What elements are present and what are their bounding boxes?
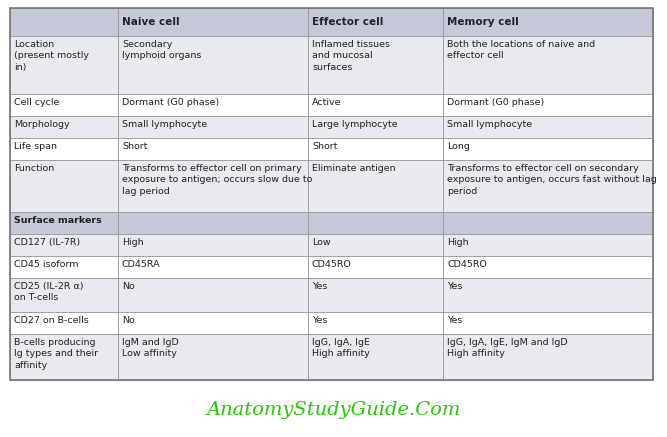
Text: Naive cell: Naive cell bbox=[122, 17, 179, 27]
Bar bbox=[10, 94, 118, 116]
Bar bbox=[308, 94, 443, 116]
Bar bbox=[10, 116, 118, 138]
Bar bbox=[118, 212, 308, 234]
Text: Small lymphocyte: Small lymphocyte bbox=[447, 120, 532, 129]
Bar bbox=[443, 278, 653, 312]
Text: Low: Low bbox=[312, 238, 331, 247]
Text: CD27 on B-cells: CD27 on B-cells bbox=[14, 316, 89, 325]
Bar bbox=[10, 312, 118, 334]
Text: CD45 isoform: CD45 isoform bbox=[14, 260, 79, 269]
Bar bbox=[308, 36, 443, 94]
Text: Memory cell: Memory cell bbox=[447, 17, 519, 27]
Text: Active: Active bbox=[312, 98, 342, 107]
Bar bbox=[443, 116, 653, 138]
Text: Yes: Yes bbox=[312, 316, 327, 325]
Text: CD25 (IL-2R α)
on T-cells: CD25 (IL-2R α) on T-cells bbox=[14, 282, 83, 302]
Bar bbox=[10, 278, 118, 312]
Bar bbox=[308, 8, 443, 36]
Bar bbox=[118, 8, 308, 36]
Bar bbox=[443, 138, 653, 160]
Text: Location
(present mostly
in): Location (present mostly in) bbox=[14, 40, 89, 72]
Bar bbox=[308, 278, 443, 312]
Bar bbox=[443, 234, 653, 256]
Text: CD127 (IL-7R): CD127 (IL-7R) bbox=[14, 238, 80, 247]
Bar bbox=[308, 212, 443, 234]
Text: CD45RO: CD45RO bbox=[447, 260, 487, 269]
Text: Transforms to effector cell on secondary
exposure to antigen, occurs fast withou: Transforms to effector cell on secondary… bbox=[447, 164, 657, 196]
Bar bbox=[10, 138, 118, 160]
Text: Transforms to effector cell on primary
exposure to antigen; occurs slow due to
l: Transforms to effector cell on primary e… bbox=[122, 164, 312, 196]
Bar bbox=[308, 334, 443, 380]
Bar bbox=[118, 138, 308, 160]
Bar bbox=[10, 234, 118, 256]
Text: Effector cell: Effector cell bbox=[312, 17, 384, 27]
Text: Dormant (G0 phase): Dormant (G0 phase) bbox=[447, 98, 544, 107]
Text: No: No bbox=[122, 282, 135, 291]
Text: Yes: Yes bbox=[447, 282, 462, 291]
Bar bbox=[10, 212, 118, 234]
Bar bbox=[308, 312, 443, 334]
Text: Function: Function bbox=[14, 164, 54, 173]
Bar bbox=[118, 312, 308, 334]
Text: CD45RO: CD45RO bbox=[312, 260, 352, 269]
Text: Eliminate antigen: Eliminate antigen bbox=[312, 164, 396, 173]
Text: Small lymphocyte: Small lymphocyte bbox=[122, 120, 207, 129]
Text: No: No bbox=[122, 316, 135, 325]
Bar bbox=[443, 36, 653, 94]
Bar bbox=[10, 160, 118, 212]
Text: Life span: Life span bbox=[14, 142, 57, 151]
Text: Long: Long bbox=[447, 142, 470, 151]
Bar bbox=[118, 94, 308, 116]
Bar bbox=[118, 36, 308, 94]
Bar bbox=[308, 160, 443, 212]
Bar bbox=[443, 94, 653, 116]
Bar bbox=[308, 234, 443, 256]
Bar bbox=[443, 256, 653, 278]
Bar bbox=[10, 8, 653, 380]
Bar bbox=[308, 138, 443, 160]
Bar bbox=[443, 160, 653, 212]
Text: High: High bbox=[122, 238, 143, 247]
Bar bbox=[10, 36, 118, 94]
Bar bbox=[443, 8, 653, 36]
Bar bbox=[118, 116, 308, 138]
Text: Both the locations of naive and
effector cell: Both the locations of naive and effector… bbox=[447, 40, 595, 60]
Text: IgM and IgD
Low affinity: IgM and IgD Low affinity bbox=[122, 338, 179, 358]
Text: Inflamed tissues
and mucosal
surfaces: Inflamed tissues and mucosal surfaces bbox=[312, 40, 390, 72]
Bar bbox=[10, 256, 118, 278]
Text: Short: Short bbox=[122, 142, 147, 151]
Text: Cell cycle: Cell cycle bbox=[14, 98, 59, 107]
Text: AnatomyStudyGuide.Com: AnatomyStudyGuide.Com bbox=[206, 401, 461, 419]
Text: Large lymphocyte: Large lymphocyte bbox=[312, 120, 398, 129]
Text: IgG, IgA, IgE, IgM and IgD
High affinity: IgG, IgA, IgE, IgM and IgD High affinity bbox=[447, 338, 568, 358]
Bar bbox=[308, 256, 443, 278]
Text: Morphology: Morphology bbox=[14, 120, 69, 129]
Bar bbox=[118, 334, 308, 380]
Bar bbox=[118, 278, 308, 312]
Text: Short: Short bbox=[312, 142, 338, 151]
Bar bbox=[308, 116, 443, 138]
Text: High: High bbox=[447, 238, 469, 247]
Bar bbox=[118, 256, 308, 278]
Text: Yes: Yes bbox=[447, 316, 462, 325]
Bar bbox=[443, 212, 653, 234]
Bar bbox=[443, 312, 653, 334]
Bar bbox=[10, 8, 118, 36]
Bar bbox=[118, 160, 308, 212]
Text: CD45RA: CD45RA bbox=[122, 260, 161, 269]
Bar bbox=[118, 234, 308, 256]
Text: Secondary
lymphoid organs: Secondary lymphoid organs bbox=[122, 40, 201, 60]
Bar bbox=[443, 334, 653, 380]
Text: Surface markers: Surface markers bbox=[14, 216, 102, 225]
Text: Dormant (G0 phase): Dormant (G0 phase) bbox=[122, 98, 219, 107]
Text: IgG, IgA, IgE
High affinity: IgG, IgA, IgE High affinity bbox=[312, 338, 370, 358]
Text: Yes: Yes bbox=[312, 282, 327, 291]
Bar bbox=[10, 334, 118, 380]
Text: B-cells producing
Ig types and their
affinity: B-cells producing Ig types and their aff… bbox=[14, 338, 98, 370]
